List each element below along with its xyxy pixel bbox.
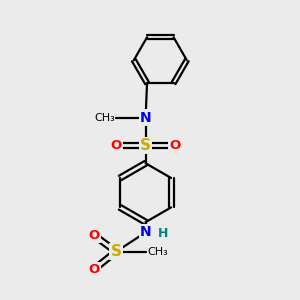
Text: N: N	[140, 225, 152, 239]
Text: N: N	[140, 111, 152, 124]
Text: O: O	[88, 263, 100, 276]
Text: S: S	[111, 244, 122, 259]
Text: O: O	[88, 229, 100, 242]
Text: CH₃: CH₃	[147, 247, 168, 256]
Text: O: O	[110, 139, 122, 152]
Text: CH₃: CH₃	[94, 112, 115, 123]
Text: S: S	[140, 138, 151, 153]
Text: H: H	[158, 227, 168, 240]
Text: O: O	[169, 139, 181, 152]
